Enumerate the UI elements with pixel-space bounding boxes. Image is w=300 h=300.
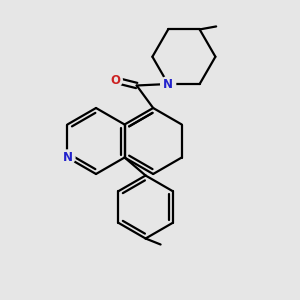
Circle shape [161,76,176,92]
Circle shape [108,73,122,87]
Circle shape [60,150,75,165]
Text: N: N [163,77,173,91]
Text: N: N [62,151,72,164]
Text: O: O [110,74,120,87]
